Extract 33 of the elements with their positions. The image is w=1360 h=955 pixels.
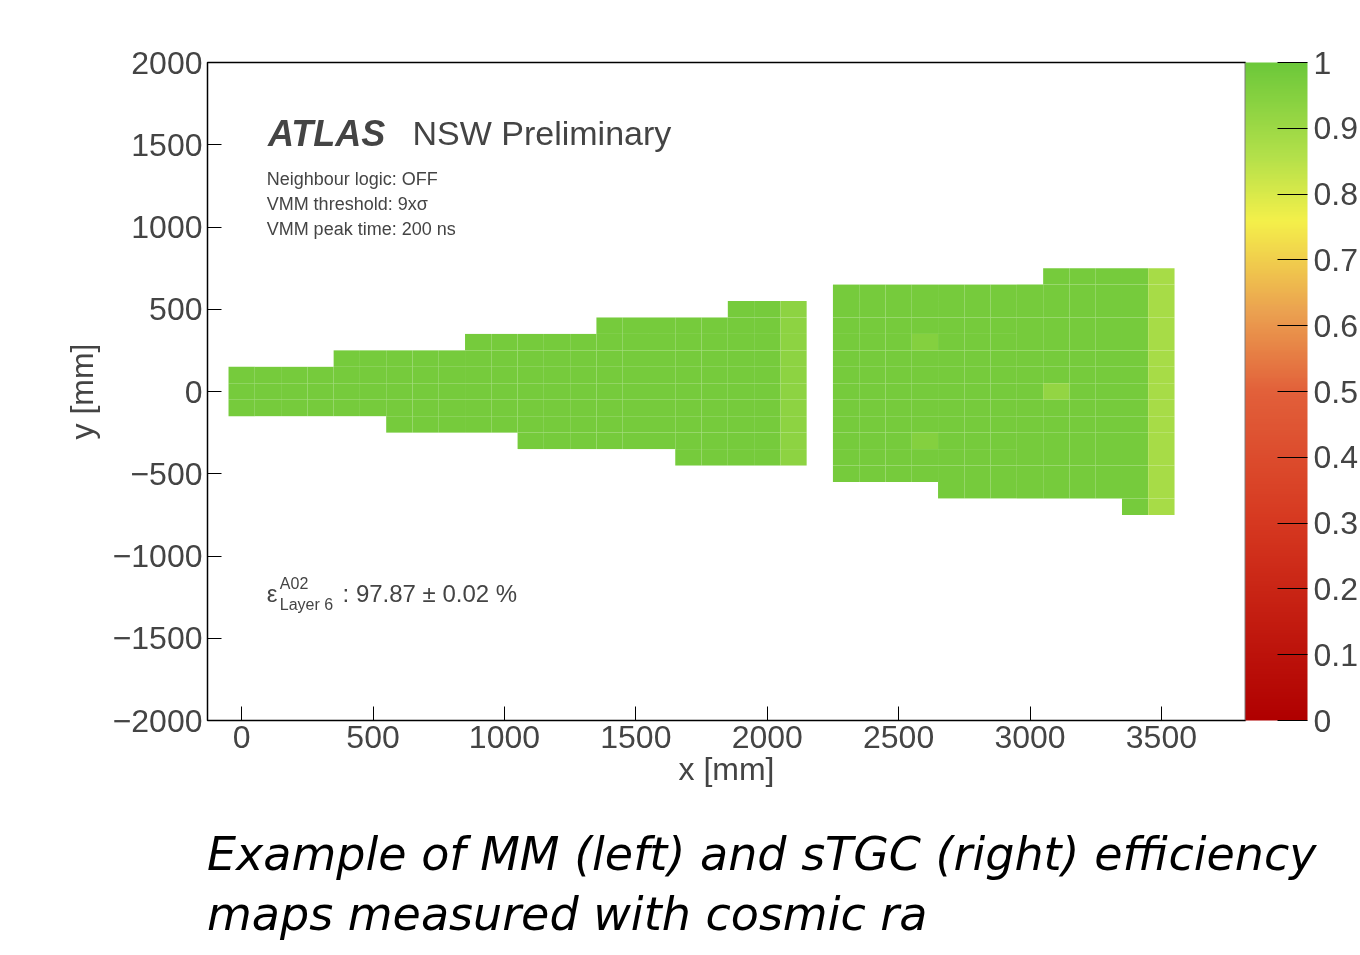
x-tick-label: 0: [232, 718, 251, 755]
color-bar-label: 0.4: [1313, 439, 1358, 476]
y-tick-label: 1000: [131, 209, 203, 245]
color-bar-label: 0.9: [1313, 110, 1358, 147]
y-tick-label: −1000: [112, 538, 203, 574]
y-tick-label: −2000: [112, 702, 203, 739]
color-bar-label: 0.5: [1313, 373, 1358, 410]
color-bar-label: 0.7: [1313, 241, 1358, 278]
y-tick-label: 0: [184, 373, 203, 410]
y-tick-label: −1500: [112, 620, 203, 657]
annotation: Neighbour logic: OFF: [266, 169, 438, 190]
x-tick-label: 3000: [994, 718, 1066, 755]
x-tick-label: 2500: [863, 718, 935, 755]
color-bar-label: 0.1: [1313, 636, 1358, 673]
annotation: VMM threshold: 9xσ: [266, 194, 428, 215]
color-bar-label: 0.8: [1313, 176, 1358, 213]
x-tick-label: 1000: [468, 718, 541, 755]
annotation: ATLAS: [266, 112, 386, 154]
x-tick-label: 500: [346, 718, 400, 755]
color-bar-label: 0.2: [1313, 570, 1358, 607]
x-tick-label: 1500: [600, 718, 672, 755]
color-bar-label: 1: [1313, 44, 1332, 81]
y-tick-label: 1500: [131, 126, 203, 163]
y-tick-label: 2000: [131, 44, 203, 81]
y-axis-title: y [mm]: [63, 343, 100, 440]
color-bar-label: 0.6: [1313, 307, 1358, 344]
annotation: VMM peak time: 200 ns: [266, 219, 456, 240]
annotation: NSW Preliminary: [412, 114, 672, 153]
y-tick-label: −500: [130, 455, 203, 492]
x-tick-label: 3500: [1125, 718, 1197, 755]
color-bar-label: 0.3: [1313, 505, 1358, 542]
text: Example of MM (left) and sTGC (right) efficiency maps measured with cosmic ra: [207, 826, 1318, 943]
y-tick-label: 500: [149, 291, 203, 328]
